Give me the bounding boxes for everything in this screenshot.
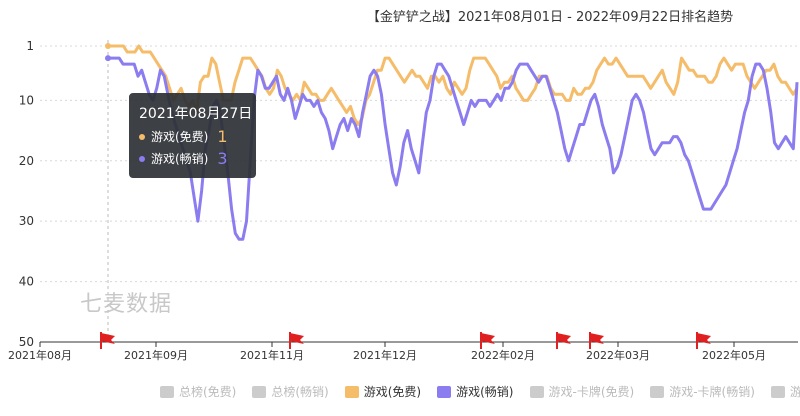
tooltip-date: 2021年08月27日 bbox=[139, 106, 253, 122]
hover-point bbox=[105, 43, 111, 49]
x-tick-label: 2021年09月 bbox=[124, 348, 188, 362]
x-tick-label: 2022年03月 bbox=[586, 348, 650, 362]
x-axis: 2021年08月 2021年09月 2021年11月 2021年12月 2022年02月… bbox=[8, 40, 798, 362]
flag-icon[interactable] bbox=[480, 332, 495, 349]
x-tick-label: 2021年11月 bbox=[240, 348, 304, 362]
flag-icon[interactable] bbox=[556, 332, 571, 349]
y-tick-label: 40 bbox=[19, 275, 34, 289]
series-dot-icon bbox=[139, 155, 145, 162]
legend-item[interactable]: 游戏-策略 bbox=[770, 383, 800, 399]
tooltip-series-name: 游戏(免费) bbox=[151, 130, 209, 144]
legend-label: 总榜(畅销) bbox=[271, 385, 329, 399]
legend-label: 总榜(免费) bbox=[179, 385, 237, 399]
legend-swatch bbox=[529, 385, 544, 398]
flag-icon[interactable] bbox=[696, 332, 711, 349]
tooltip-row-free: 游戏(免费) 1 bbox=[139, 127, 228, 146]
legend-item[interactable]: 游戏(免费) bbox=[344, 383, 422, 399]
flag-icon[interactable] bbox=[589, 332, 604, 349]
tooltip-series-name: 游戏(畅销) bbox=[151, 152, 209, 166]
chart-title: 【金铲铲之战】2021年08月01日 - 2022年09月22日排名趋势 bbox=[366, 10, 734, 25]
legend-item[interactable]: 游戏-卡牌(免费) bbox=[529, 383, 635, 399]
y-axis-ticks: 1 10 20 30 40 50 bbox=[19, 39, 34, 349]
watermark: 七麦数据 bbox=[80, 292, 173, 317]
legend-label: 游戏-卡牌(免费) bbox=[548, 385, 635, 399]
legend-label: 游戏-卡牌(畅销) bbox=[669, 385, 755, 399]
legend-swatch bbox=[160, 385, 174, 398]
tooltip-row-grossing: 游戏(畅销) 3 bbox=[139, 149, 228, 168]
chart-legend: 总榜(免费) 总榜(畅销) 游戏(免费) 游戏(畅销) 游戏-卡牌(免费) 游戏-卡牌(畅… bbox=[160, 383, 800, 399]
legend-item[interactable]: 游戏(畅销) bbox=[437, 383, 514, 399]
y-tick-label: 1 bbox=[26, 39, 34, 53]
legend-swatch bbox=[437, 385, 452, 398]
x-tick-label: 2022年02月 bbox=[471, 348, 535, 362]
flag-icon[interactable] bbox=[289, 332, 304, 349]
legend-item[interactable]: 游戏-卡牌(畅销) bbox=[650, 383, 755, 399]
y-tick-label: 10 bbox=[19, 93, 34, 107]
legend-label: 游戏-策略 bbox=[789, 385, 800, 399]
event-markers bbox=[100, 332, 711, 349]
legend-swatch bbox=[344, 385, 359, 398]
legend-swatch bbox=[650, 385, 665, 398]
flag-icon[interactable] bbox=[100, 332, 115, 349]
x-tick-label: 2021年12月 bbox=[353, 348, 417, 362]
tooltip-series-value: 3 bbox=[217, 149, 228, 168]
hover-point bbox=[105, 55, 111, 62]
x-tick-label: 2022年05月 bbox=[702, 348, 766, 362]
tooltip: 2021年08月27日 游戏(免费) 1 游戏(畅销) 3 bbox=[129, 93, 256, 178]
legend-label: 游戏(免费) bbox=[363, 385, 422, 399]
series-dot-icon bbox=[139, 133, 145, 140]
legend-label: 游戏(畅销) bbox=[456, 385, 514, 399]
legend-swatch bbox=[770, 385, 785, 398]
y-tick-label: 50 bbox=[19, 335, 34, 349]
tooltip-series-value: 1 bbox=[217, 127, 228, 146]
legend-item[interactable]: 总榜(畅销) bbox=[252, 383, 329, 399]
legend-swatch bbox=[252, 385, 267, 398]
x-tick-label: 2021年08月 bbox=[8, 348, 72, 362]
y-tick-label: 30 bbox=[19, 214, 34, 228]
y-tick-label: 20 bbox=[19, 154, 34, 168]
legend-item[interactable]: 总榜(免费) bbox=[160, 383, 236, 399]
